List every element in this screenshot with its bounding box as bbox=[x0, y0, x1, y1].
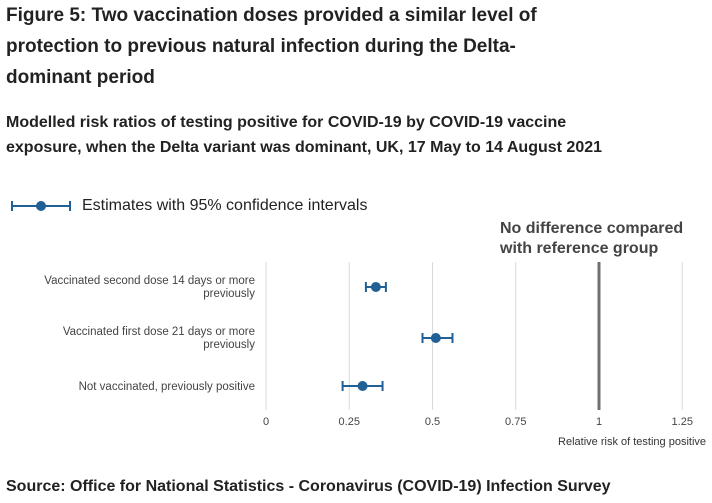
source-note: Source: Office for National Statistics -… bbox=[6, 478, 611, 495]
legend-marker-icon bbox=[11, 201, 71, 211]
figure-title: Figure 5: Two vaccination doses provided… bbox=[6, 5, 537, 88]
category-label: Not vaccinated, previously positive bbox=[79, 381, 255, 393]
estimate-point bbox=[430, 333, 441, 343]
estimate-point bbox=[370, 282, 381, 292]
estimate-point bbox=[357, 381, 368, 391]
x-tick-label: 1.25 bbox=[672, 416, 693, 428]
category-label: previously bbox=[203, 288, 255, 300]
x-tick-label: 0.5 bbox=[425, 416, 440, 428]
chart-subtitle: Modelled risk ratios of testing positive… bbox=[6, 114, 603, 156]
x-tick-label: 0.25 bbox=[339, 416, 360, 428]
risk-ratio-chart: 0 0.25 0.5 0.75 1 1.25 No difference compared w… bbox=[44, 220, 706, 448]
category-label: Vaccinated second dose 14 days or more bbox=[44, 275, 255, 287]
x-tick-label: 1 bbox=[596, 416, 602, 428]
legend: Estimates with 95% confidence intervals bbox=[10, 195, 367, 217]
x-axis-label: Relative risk of testing positive bbox=[558, 436, 706, 448]
x-tick-label: 0.75 bbox=[505, 416, 526, 428]
category-label: previously bbox=[203, 339, 255, 351]
category-label: Vaccinated first dose 21 days or more bbox=[63, 326, 255, 338]
legend-label: Estimates with 95% confidence intervals bbox=[82, 197, 368, 214]
reference-label: with reference group bbox=[499, 240, 658, 257]
reference-label: No difference compared bbox=[500, 220, 683, 237]
x-tick-label: 0 bbox=[263, 416, 269, 428]
